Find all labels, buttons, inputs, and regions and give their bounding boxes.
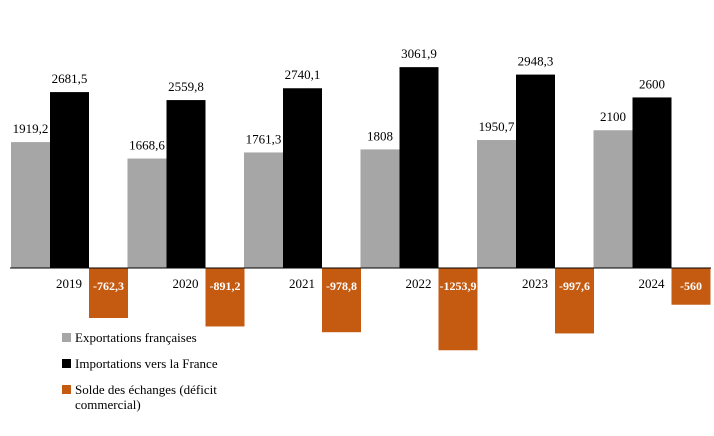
bar-exports-2019 [11, 142, 50, 268]
legend-item-balance: Solde des échanges (déficit commercial) [62, 382, 245, 412]
legend-swatch-imports [62, 359, 71, 368]
data-label-imports-2021: 2740,1 [285, 67, 321, 82]
bar-exports-2021 [244, 152, 283, 268]
bar-exports-2024 [593, 130, 633, 268]
bar-imports-2020 [166, 100, 206, 268]
bar-exports-2020 [127, 158, 167, 268]
bar-imports-2019 [50, 92, 89, 268]
legend-swatch-balance [62, 385, 71, 394]
bar-imports-2021 [283, 88, 322, 268]
data-label-balance-2023: -997,6 [559, 279, 590, 293]
legend-label-exports: Exportations françaises [75, 330, 197, 345]
legend-item-exports: Exportations françaises [62, 330, 245, 345]
data-label-exports-2020: 1668,6 [129, 138, 165, 153]
bar-balance-2022 [438, 268, 478, 351]
data-label-balance-2020: -891,2 [210, 279, 241, 293]
data-label-imports-2020: 2559,8 [168, 79, 204, 94]
x-tick-label-2020: 2020 [173, 276, 199, 291]
bar-balance-2019 [89, 268, 128, 319]
bar-balance-2023 [555, 268, 594, 334]
data-label-balance-2021: -978,8 [326, 279, 357, 293]
bar-exports-2023 [477, 140, 516, 268]
legend-swatch-exports [62, 333, 71, 342]
x-tick-label-2021: 2021 [289, 276, 315, 291]
bar-exports-2022 [360, 149, 400, 268]
bar-balance-2024 [671, 268, 711, 305]
data-label-imports-2022: 3061,9 [401, 46, 437, 61]
bar-imports-2022 [399, 67, 439, 268]
bar-imports-2023 [516, 74, 555, 268]
data-label-exports-2024: 2100 [600, 109, 626, 124]
bar-balance-2021 [322, 268, 361, 333]
bar-balance-2020 [205, 268, 245, 327]
data-label-balance-2024: -560 [680, 279, 702, 293]
x-tick-label-2024: 2024 [639, 276, 666, 291]
data-label-exports-2023: 1950,7 [479, 119, 515, 134]
legend-label-balance: Solde des échanges (déficit commercial) [75, 382, 217, 412]
chart-legend: Exportations françaises Importations ver… [62, 330, 245, 423]
x-tick-label-2022: 2022 [406, 276, 432, 291]
data-label-imports-2019: 2681,5 [52, 71, 88, 86]
bar-imports-2024 [632, 97, 672, 268]
data-label-imports-2024: 2600 [639, 76, 665, 91]
x-tick-label-2019: 2019 [56, 276, 82, 291]
legend-item-imports: Importations vers la France [62, 356, 245, 371]
data-label-exports-2019: 1919,2 [13, 121, 49, 136]
legend-label-imports: Importations vers la France [75, 356, 218, 371]
x-tick-label-2023: 2023 [522, 276, 548, 291]
data-label-imports-2023: 2948,3 [518, 54, 554, 69]
data-label-exports-2022: 1808 [367, 128, 393, 143]
data-label-balance-2022: -1253,9 [440, 279, 477, 293]
data-label-exports-2021: 1761,3 [246, 131, 282, 146]
data-label-balance-2019: -762,3 [93, 279, 124, 293]
